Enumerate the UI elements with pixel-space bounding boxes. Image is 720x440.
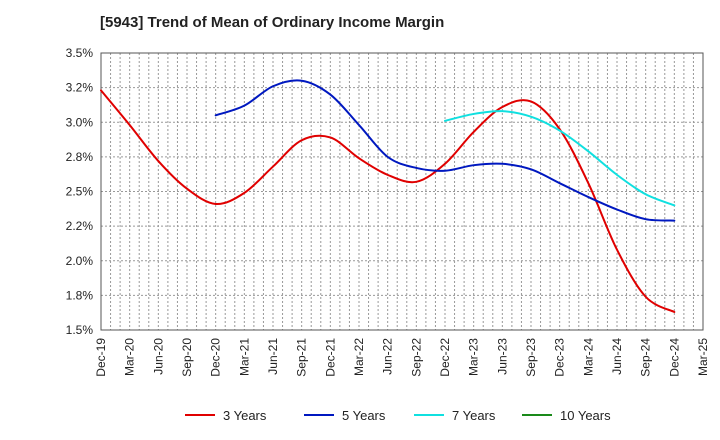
legend-label: 5 Years	[342, 408, 386, 423]
x-tick-label: Dec-24	[667, 338, 681, 377]
x-tick-label: Jun-21	[266, 338, 280, 375]
x-tick-label: Dec-22	[438, 338, 452, 377]
x-tick-label: Dec-20	[209, 338, 223, 377]
x-tick-label: Jun-22	[381, 338, 395, 375]
x-tick-label: Mar-22	[352, 338, 366, 376]
x-tick-label: Mar-24	[581, 338, 595, 376]
x-tick-label: Dec-21	[323, 338, 337, 377]
y-tick-label: 2.5%	[66, 185, 94, 199]
x-tick-label: Sep-24	[639, 338, 653, 377]
y-tick-label: 3.2%	[66, 81, 94, 95]
legend-label: 7 Years	[452, 408, 496, 423]
x-tick-label: Mar-21	[237, 338, 251, 376]
x-tick-label: Jun-20	[151, 338, 165, 375]
plot-border	[100, 52, 704, 331]
x-tick-label: Dec-19	[94, 338, 108, 377]
x-tick-label: Jun-23	[495, 338, 509, 375]
y-tick-label: 1.8%	[66, 288, 94, 302]
legend-label: 3 Years	[223, 408, 267, 423]
series-line-3-years	[100, 89, 676, 313]
x-tick-label: Sep-23	[524, 338, 538, 377]
y-tick-label: 2.8%	[66, 150, 94, 164]
x-tick-label: Sep-22	[409, 338, 423, 377]
series-line-5-years	[214, 79, 676, 222]
y-tick-label: 2.2%	[66, 219, 94, 233]
chart-title: [5943] Trend of Mean of Ordinary Income …	[100, 14, 445, 31]
x-tick-label: Sep-20	[180, 338, 194, 377]
x-tick-label: Mar-25	[696, 338, 710, 376]
y-tick-label: 3.5%	[66, 46, 94, 60]
legend-label: 10 Years	[560, 408, 611, 423]
x-tick-label: Mar-23	[467, 338, 481, 376]
series-line-7-years	[444, 110, 676, 207]
x-tick-label: Dec-23	[553, 338, 567, 377]
x-tick-label: Mar-20	[123, 338, 137, 376]
y-tick-label: 1.5%	[66, 323, 94, 337]
y-tick-label: 3.0%	[66, 115, 94, 129]
y-tick-label: 2.0%	[66, 254, 94, 268]
x-tick-label: Jun-24	[610, 338, 624, 375]
x-tick-label: Sep-21	[295, 338, 309, 377]
